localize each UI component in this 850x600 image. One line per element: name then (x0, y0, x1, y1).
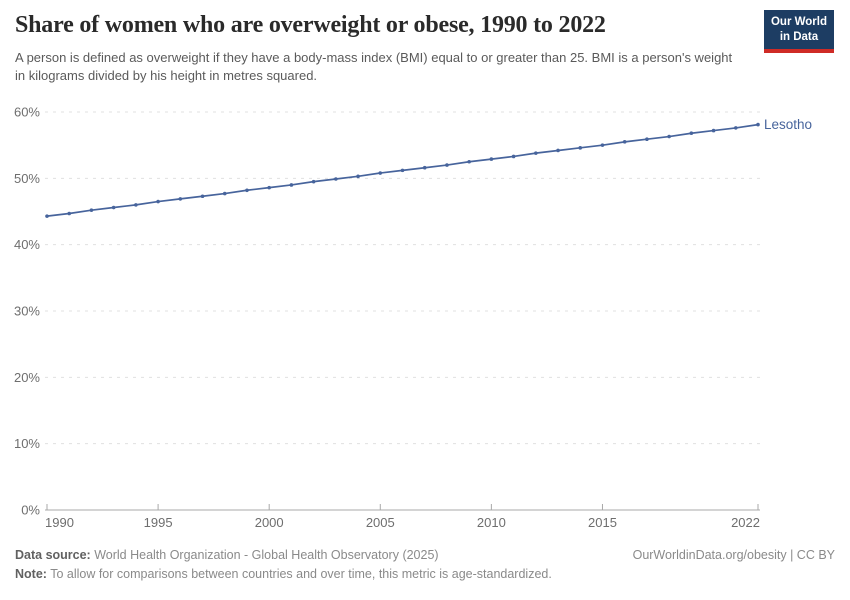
x-axis-tick-label: 2022 (731, 515, 760, 530)
note-label: Note: (15, 567, 47, 582)
data-point (511, 154, 516, 159)
y-axis-tick-label: 20% (14, 370, 40, 385)
data-point (134, 203, 138, 207)
x-axis-tick-label: 2000 (255, 515, 284, 530)
data-point (378, 171, 383, 175)
x-axis-tick-label: 2010 (477, 515, 506, 530)
data-point (89, 208, 94, 212)
y-axis-tick-label: 10% (14, 436, 40, 451)
data-point (267, 185, 271, 190)
data-point (489, 157, 494, 161)
data-point (156, 199, 160, 204)
data-point (334, 177, 338, 181)
data-point (667, 134, 671, 139)
x-axis-tick-label: 1990 (45, 515, 74, 530)
y-axis-tick-label: 50% (14, 171, 40, 186)
data-point (645, 137, 649, 141)
data-point (45, 214, 49, 218)
data-point (67, 211, 72, 216)
owid-logo-line1: Our World (770, 16, 827, 28)
owid-logo: Our World in Data (763, 10, 834, 53)
data-point (311, 179, 316, 184)
data-point (178, 197, 183, 201)
line-chart: 0% 10% 20% 30% 40% 50% 60% 1990 1995 2000 2005 2010… (14, 105, 812, 531)
footer-source-row: Data source: World Health Organization -… (15, 546, 835, 565)
data-point (467, 159, 471, 164)
y-axis-tick-label: 40% (14, 237, 40, 252)
chart-subtitle: A person is defined as overweight if the… (15, 50, 733, 84)
data-point (200, 194, 205, 199)
data-point (111, 205, 116, 210)
y-axis-tick-label: 0% (21, 503, 40, 518)
data-point (289, 183, 294, 187)
x-axis-tick-label: 2005 (366, 515, 395, 530)
y-axis-tick-label: 60% (14, 105, 40, 120)
data-point (689, 131, 694, 136)
data-point (222, 191, 227, 196)
attribution-text: OurWorldinData.org/obesity | CC BY (632, 548, 835, 562)
y-axis-tick-label: 30% (14, 304, 40, 319)
series-end-label: Lesotho (764, 117, 812, 132)
x-axis-tick-label: 1995 (144, 515, 173, 530)
data-source-label: Data source: (15, 548, 91, 562)
data-point (422, 165, 427, 170)
data-point (245, 188, 249, 193)
data-point (356, 174, 360, 179)
data-point (400, 168, 405, 173)
owid-logo-line2: in Data (779, 30, 819, 43)
data-point (622, 140, 627, 144)
chart-footer: Data source: World Health Organization -… (15, 546, 835, 585)
data-point (445, 163, 449, 167)
data-point (733, 126, 738, 130)
data-point (534, 151, 538, 155)
chart-header: Share of women who are overweight or obe… (15, 12, 750, 86)
chart-title: Share of women who are overweight or obe… (15, 12, 606, 38)
note-line: Note: To allow for comparisons between c… (15, 565, 835, 584)
data-point (578, 146, 583, 150)
data-source-line: Data source: World Health Organization -… (15, 546, 439, 565)
data-source-text: World Health Organization - Global Healt… (90, 548, 439, 562)
note-text: To allow for comparisons between countri… (46, 567, 552, 582)
data-point (556, 148, 560, 153)
data-point (756, 122, 760, 127)
x-axis-tick-label: 2015 (588, 515, 617, 530)
data-point (600, 143, 605, 147)
data-point (711, 128, 716, 133)
